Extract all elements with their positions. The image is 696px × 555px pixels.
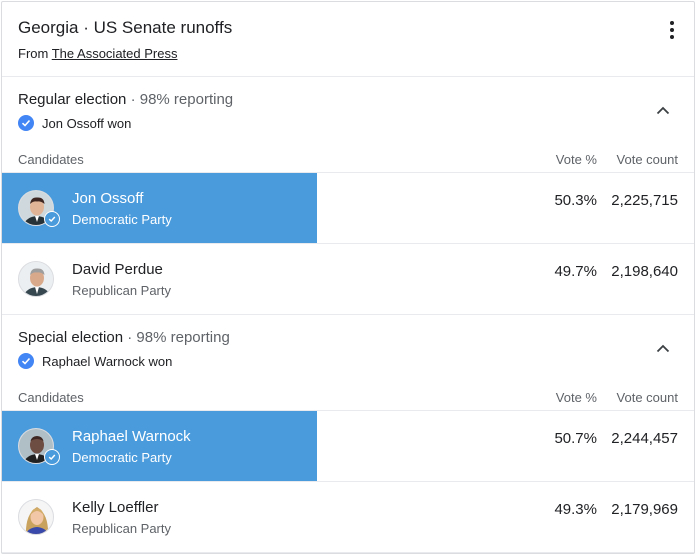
col-candidates: Candidates bbox=[18, 152, 84, 167]
candidate-row-ossoff[interactable]: Jon Ossoff Democratic Party 50.3% 2,225,… bbox=[2, 173, 694, 244]
check-circle-icon bbox=[18, 353, 34, 369]
candidate-row-warnock[interactable]: Raphael Warnock Democratic Party 50.7% 2… bbox=[2, 411, 694, 482]
vote-percent: 49.3% bbox=[554, 501, 597, 518]
winner-line: Jon Ossoff won bbox=[18, 115, 678, 131]
col-vote-count: Vote count bbox=[616, 390, 678, 405]
winner-line: Raphael Warnock won bbox=[18, 353, 678, 369]
col-vote-count: Vote count bbox=[616, 152, 678, 167]
avatar bbox=[18, 499, 54, 535]
source-line: From The Associated Press bbox=[18, 46, 678, 61]
vote-percent: 49.7% bbox=[554, 263, 597, 280]
vote-count: 2,225,715 bbox=[611, 192, 678, 209]
vote-count: 2,179,969 bbox=[611, 501, 678, 518]
regular-election-header[interactable]: Regular election · 98% reporting Jon Oss… bbox=[2, 77, 694, 147]
vote-count: 2,198,640 bbox=[611, 263, 678, 280]
check-circle-icon bbox=[18, 115, 34, 131]
candidate-party: Republican Party bbox=[72, 283, 171, 298]
candidate-party: Republican Party bbox=[72, 521, 171, 536]
card-header: Georgia · US Senate runoffs From The Ass… bbox=[2, 2, 694, 77]
reporting-status: · 98% reporting bbox=[127, 329, 230, 346]
col-candidates: Candidates bbox=[18, 390, 84, 405]
candidate-row-loeffler[interactable]: Kelly Loeffler Republican Party 49.3% 2,… bbox=[2, 482, 694, 553]
winner-highlight bbox=[2, 411, 317, 481]
candidate-name: Jon Ossoff bbox=[72, 190, 144, 207]
vote-percent: 50.3% bbox=[554, 192, 597, 209]
col-vote-pct: Vote % bbox=[555, 152, 597, 167]
col-vote-pct: Vote % bbox=[555, 390, 597, 405]
reporting-status: · 98% reporting bbox=[130, 91, 234, 108]
source-link[interactable]: The Associated Press bbox=[51, 46, 178, 61]
special-election-title: Special election · 98% reporting bbox=[18, 329, 230, 346]
regular-election-title: Regular election · 98% reporting bbox=[18, 91, 234, 108]
column-headers: Candidates Vote % Vote count bbox=[2, 147, 694, 173]
check-circle-icon bbox=[44, 211, 60, 227]
card-title: Georgia · US Senate runoffs bbox=[18, 18, 233, 37]
candidate-party: Democratic Party bbox=[72, 450, 172, 465]
vote-count: 2,244,457 bbox=[611, 430, 678, 447]
chevron-up-icon[interactable] bbox=[656, 343, 670, 353]
winner-text: Jon Ossoff won bbox=[42, 115, 132, 131]
source-prefix: From bbox=[18, 46, 49, 61]
column-headers: Candidates Vote % Vote count bbox=[2, 385, 694, 411]
winner-text: Raphael Warnock won bbox=[42, 353, 173, 369]
candidate-party: Democratic Party bbox=[72, 212, 172, 227]
candidate-name: Raphael Warnock bbox=[72, 428, 191, 445]
chevron-up-icon[interactable] bbox=[656, 105, 670, 115]
candidate-row-perdue[interactable]: David Perdue Republican Party 49.7% 2,19… bbox=[2, 244, 694, 315]
candidate-name: David Perdue bbox=[72, 261, 163, 278]
special-election-header[interactable]: Special election · 98% reporting Raphael… bbox=[2, 315, 694, 385]
winner-highlight bbox=[2, 173, 317, 243]
candidate-name: Kelly Loeffler bbox=[72, 499, 159, 516]
more-vert-icon bbox=[670, 21, 674, 25]
avatar bbox=[18, 261, 54, 297]
more-options-button[interactable] bbox=[666, 20, 678, 40]
check-circle-icon bbox=[44, 449, 60, 465]
vote-percent: 50.7% bbox=[554, 430, 597, 447]
